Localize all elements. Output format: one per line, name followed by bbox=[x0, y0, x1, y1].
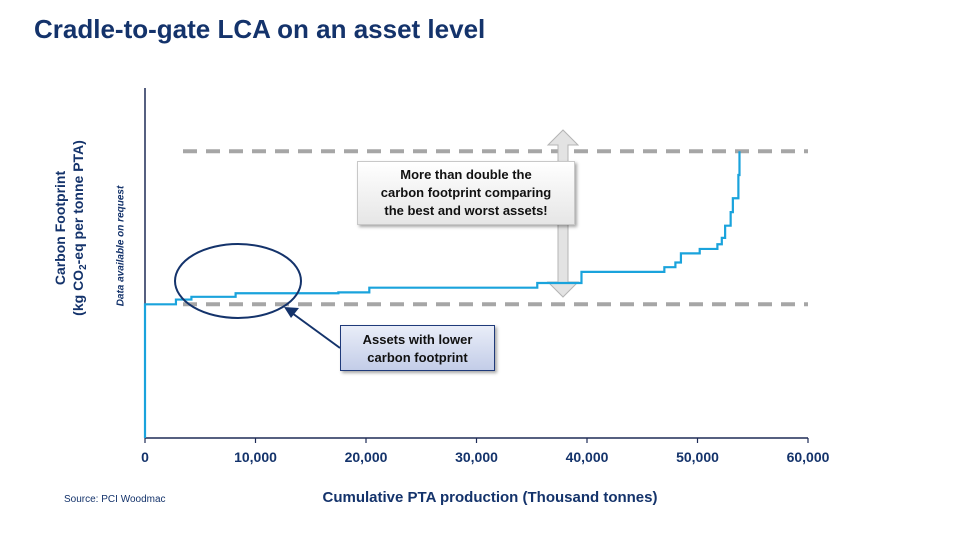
callout-line: More than double the bbox=[400, 167, 532, 182]
source-note: Source: PCI Woodmac bbox=[64, 494, 166, 505]
callout-line: carbon footprint comparing bbox=[380, 185, 552, 200]
y-label-pre: (kg CO bbox=[70, 269, 86, 316]
x-tick-label: 0 bbox=[141, 449, 149, 465]
data-line bbox=[143, 151, 741, 438]
x-tick-label: 60,000 bbox=[787, 449, 830, 465]
lower-footprint-callout: Assets with lower carbon footprint bbox=[340, 325, 495, 371]
page-title: Cradle-to-gate LCA on an asset level bbox=[34, 14, 486, 44]
x-tick-label: 40,000 bbox=[566, 449, 609, 465]
x-axis-label: Cumulative PTA production (Thousand tonn… bbox=[322, 489, 658, 506]
x-tick-label: 10,000 bbox=[234, 449, 277, 465]
double-footprint-callout: More than double the carbon footprint co… bbox=[357, 161, 575, 225]
pointer-arrow-line bbox=[291, 312, 341, 349]
x-tick-label: 30,000 bbox=[455, 449, 498, 465]
y-axis-label-line1: Carbon Footprint bbox=[52, 170, 68, 286]
x-tick-label: 50,000 bbox=[676, 449, 719, 465]
y-axis-label: Carbon Footprint (kg CO2-eq per tonne PT… bbox=[51, 140, 93, 316]
callout-line: Assets with lower bbox=[362, 332, 473, 347]
y-label-post: -eq per tonne PTA) bbox=[70, 140, 86, 265]
x-ticks: 0 10,000 20,000 30,000 40,000 50,000 60,000 bbox=[141, 438, 830, 465]
callout-line: the best and worst assets! bbox=[384, 203, 548, 218]
x-tick-label: 20,000 bbox=[345, 449, 388, 465]
callout-line: carbon footprint bbox=[367, 350, 468, 365]
data-availability-note: Data available on request bbox=[115, 185, 127, 307]
y-axis-label-line2: (kg CO2-eq per tonne PTA) bbox=[69, 140, 93, 316]
pointer-arrow-head bbox=[284, 307, 299, 318]
y-label-subscript: 2 bbox=[78, 264, 89, 270]
highlight-ellipse bbox=[174, 243, 302, 319]
